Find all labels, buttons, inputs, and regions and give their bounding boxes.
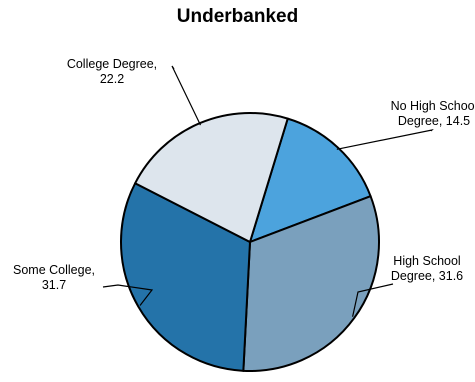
pie-slice-2 (242, 195, 380, 372)
leader-line-2 (352, 283, 394, 317)
leader-line-3 (102, 284, 154, 306)
pie-slice-1 (249, 117, 372, 243)
slice-label-4: College Degree, 22.2 (67, 57, 157, 86)
slice-label-2: High School Degree, 31.6 (391, 254, 463, 283)
chart-title: Underbanked (176, 6, 299, 27)
slice-label-1: No High School Degree, 14.5 (391, 99, 475, 128)
leader-line-1 (336, 129, 434, 150)
pie-slice-3 (120, 182, 251, 372)
leader-line-4 (171, 65, 202, 126)
slice-label-3: Some College, 31.7 (13, 263, 95, 292)
